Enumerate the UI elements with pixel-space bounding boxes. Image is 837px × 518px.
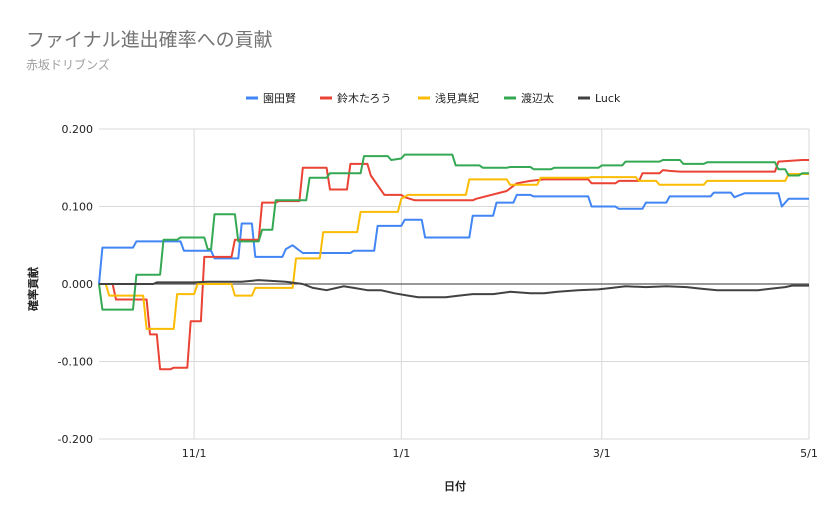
y-axis-title: 確率貢献 bbox=[26, 267, 40, 311]
y-tick-label: -0.100 bbox=[58, 356, 93, 369]
series-line bbox=[99, 279, 809, 299]
legend-item-label: 渡辺太 bbox=[521, 91, 554, 105]
series-line bbox=[98, 153, 809, 311]
chart-subtitle: 赤坂ドリブンズ bbox=[26, 58, 110, 72]
y-tick-label: -0.200 bbox=[58, 433, 93, 446]
axes: 0.200 0.100 0.000 -0.100 -0.200 11/1 1/1 3/1 5/1 bbox=[58, 123, 818, 460]
series-lines bbox=[98, 153, 809, 371]
y-tick-label: 0.200 bbox=[62, 123, 94, 136]
x-tick-label: 3/1 bbox=[593, 447, 611, 460]
legend-item-label: 園田賢 bbox=[263, 92, 296, 105]
y-tick-label: 0.100 bbox=[62, 201, 94, 214]
x-axis-title: 日付 bbox=[444, 479, 466, 493]
series-line bbox=[99, 173, 809, 330]
series-line bbox=[98, 191, 809, 285]
series-line bbox=[99, 159, 809, 371]
x-tick-label: 11/1 bbox=[182, 447, 207, 460]
x-tick-label: 1/1 bbox=[392, 447, 410, 460]
legend-item-label: Luck bbox=[595, 92, 621, 105]
legend-item-label: 鈴木たろう bbox=[337, 91, 391, 105]
chart-title: ファイナル進出確率への貢献 bbox=[26, 29, 273, 51]
legend-item-label: 浅見真紀 bbox=[435, 91, 479, 105]
y-tick-label: 0.000 bbox=[62, 278, 94, 291]
x-tick-label: 5/1 bbox=[800, 447, 818, 460]
legend: 園田賢 鈴木たろう 浅見真紀 渡辺太 Luck bbox=[246, 91, 621, 105]
